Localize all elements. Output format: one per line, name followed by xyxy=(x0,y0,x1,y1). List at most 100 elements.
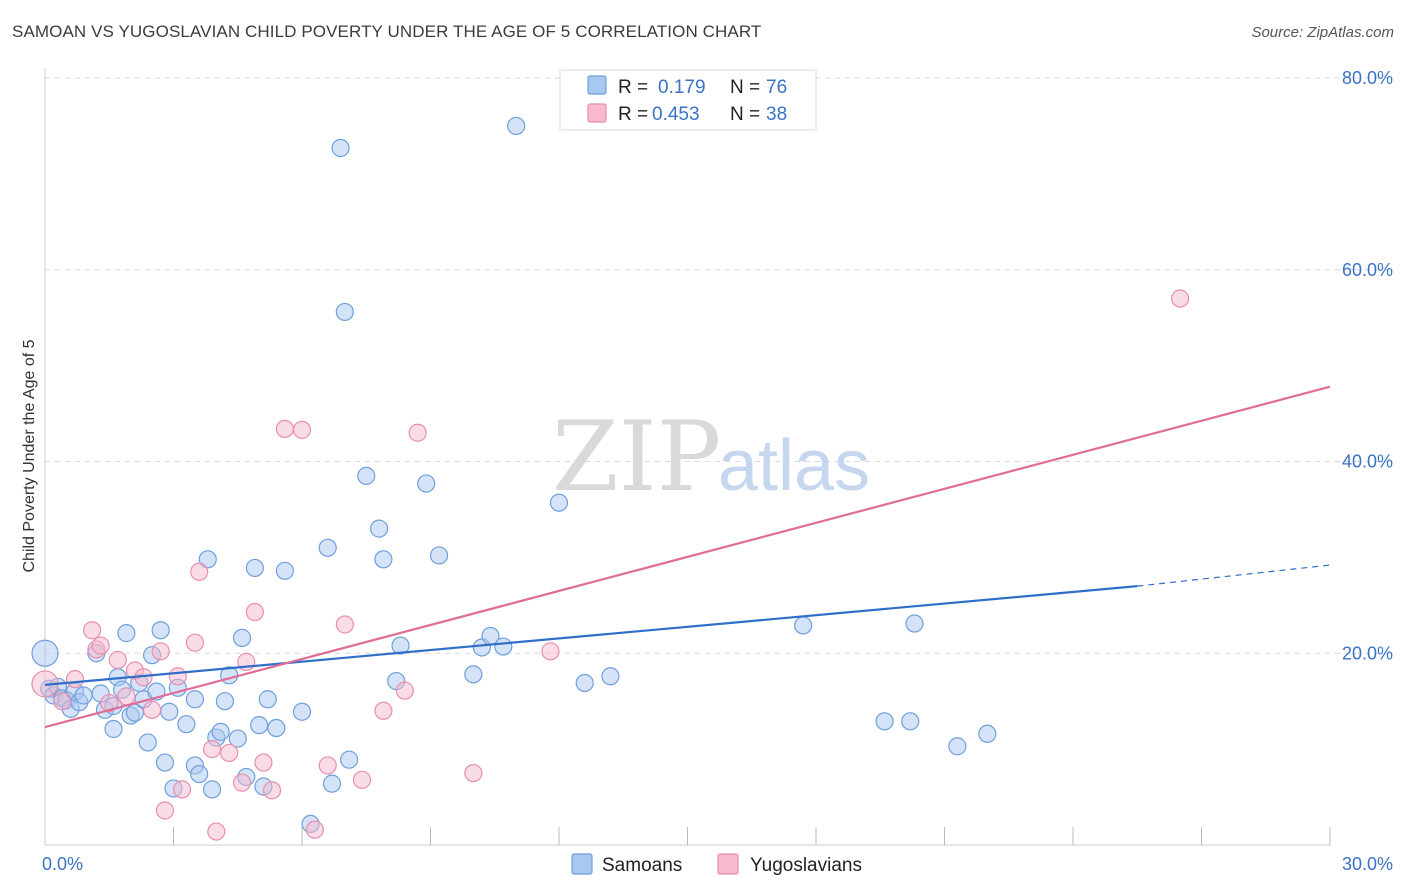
source-label: Source: ZipAtlas.com xyxy=(1251,24,1394,41)
samoan-point-25 xyxy=(151,621,170,640)
yugoslavian-point-23 xyxy=(245,602,264,622)
y-tick-label-60: 60.0% xyxy=(1342,260,1393,280)
yugoslavian-point-21 xyxy=(232,773,252,792)
samoan-point-14 xyxy=(104,719,123,739)
samoan-point-48 xyxy=(275,561,294,580)
yugoslavian-point-27 xyxy=(292,420,312,439)
watermark: ZIP atlas xyxy=(552,401,870,513)
samoan-point-53 xyxy=(331,138,350,158)
yugoslavian-point-1 xyxy=(53,692,72,711)
legend-box: R = 0.179 N = 76 R = 0.453 N = 38 xyxy=(559,69,817,131)
samoan-point-55 xyxy=(340,750,359,769)
samoan-point-44 xyxy=(250,716,269,735)
watermark-zip-text: ZIP xyxy=(552,401,721,513)
legend-n-value-yugoslavians: 38 xyxy=(766,104,787,125)
samoan-point-9 xyxy=(74,686,93,705)
samoan-point-60 xyxy=(391,636,410,655)
yugoslavian-point-36 xyxy=(541,642,560,661)
yugoslavian-point-26 xyxy=(275,419,294,439)
yugoslavian-point-13 xyxy=(155,801,175,820)
samoan-point-32 xyxy=(185,690,205,709)
samoan-point-49 xyxy=(292,702,312,721)
samoan-point-63 xyxy=(464,665,483,684)
bottom-legend-yugoslavians: Yugoslavians xyxy=(750,855,862,876)
samoan-point-69 xyxy=(575,673,594,693)
y-axis-label: Child Poverty Under the Age of 5 xyxy=(21,339,38,572)
legend-swatch-samoans xyxy=(587,75,607,95)
yugoslavian-point-29 xyxy=(318,756,337,775)
samoan-point-70 xyxy=(601,667,620,686)
samoan-point-75 xyxy=(948,737,967,756)
legend-r-value-yugoslavians: 0.453 xyxy=(652,104,700,125)
yugoslavian-point-2 xyxy=(65,670,85,689)
samoan-point-37 xyxy=(211,722,230,741)
yugoslavian-point-34 xyxy=(408,423,427,442)
samoan-point-30 xyxy=(177,715,196,734)
samoan-point-35 xyxy=(202,780,222,799)
yugoslavian-point-7 xyxy=(108,650,127,670)
yugoslavians-trend-line xyxy=(44,385,1331,729)
samoan-point-22 xyxy=(138,733,157,752)
samoan-point-33 xyxy=(190,764,209,784)
yugoslavian-point-12 xyxy=(151,642,170,661)
legend-r-label-yugoslavians: R = xyxy=(618,104,648,125)
legend-n-label-yugoslavians: N = xyxy=(730,104,760,125)
bottom-legend-swatch-samoans xyxy=(571,853,593,875)
legend-n-label-samoans: N = xyxy=(730,77,760,98)
legend-swatch-yugoslavians xyxy=(587,103,607,123)
samoan-point-27 xyxy=(160,702,179,721)
y-tick-label-40: 40.0% xyxy=(1342,452,1393,472)
samoan-point-52 xyxy=(322,774,342,793)
yugoslavian-point-5 xyxy=(91,636,110,655)
trend-lines xyxy=(44,385,1331,729)
samoan-point-41 xyxy=(232,628,252,648)
yugoslavian-point-31 xyxy=(352,770,372,789)
samoan-point-66 xyxy=(494,637,513,656)
watermark-atlas-text: atlas xyxy=(718,426,870,506)
yugoslavian-point-16 xyxy=(185,633,205,652)
samoan-point-43 xyxy=(245,558,264,578)
bottom-legend: Samoans Yugoslavians xyxy=(571,853,862,876)
yugoslavian-point-33 xyxy=(395,681,414,700)
yugoslavian-point-24 xyxy=(254,753,273,772)
samoan-point-47 xyxy=(267,718,286,738)
samoan-point-0 xyxy=(31,639,59,667)
yugoslavian-point-19 xyxy=(207,822,226,841)
y-tick-label-80: 80.0% xyxy=(1342,68,1393,88)
samoan-point-73 xyxy=(901,712,920,731)
legend-r-value-samoans: 0.179 xyxy=(658,77,706,98)
samoan-point-38 xyxy=(215,692,234,711)
samoan-point-46 xyxy=(258,690,277,709)
samoan-point-57 xyxy=(370,519,389,538)
yugoslavian-point-32 xyxy=(374,701,393,720)
samoan-point-40 xyxy=(228,729,247,748)
x-tick-label-max: 30.0% xyxy=(1342,854,1393,874)
samoan-point-51 xyxy=(318,538,337,557)
yugoslavian-point-37 xyxy=(1170,289,1190,308)
samoan-point-67 xyxy=(507,116,526,136)
yugoslavian-point-17 xyxy=(190,562,209,581)
samoan-point-34 xyxy=(198,550,217,569)
samoan-point-76 xyxy=(978,724,997,743)
yugoslavian-point-15 xyxy=(172,780,192,799)
yugoslavian-point-35 xyxy=(464,763,483,783)
samoan-point-72 xyxy=(875,712,894,731)
legend-r-label-samoans: R = xyxy=(618,77,648,98)
samoan-point-74 xyxy=(905,614,924,633)
samoan-point-56 xyxy=(357,466,376,485)
yugoslavian-point-8 xyxy=(117,687,136,706)
bottom-legend-samoans: Samoans xyxy=(602,855,682,876)
yugoslavian-point-20 xyxy=(220,743,239,763)
samoan-point-62 xyxy=(429,546,449,565)
samoan-point-17 xyxy=(117,624,136,643)
yugoslavian-point-25 xyxy=(262,781,282,800)
yugoslavian-point-14 xyxy=(168,667,187,686)
samoan-point-71 xyxy=(794,616,813,635)
yugoslavian-point-11 xyxy=(142,700,162,719)
legend-n-value-samoans: 76 xyxy=(766,77,787,98)
samoan-point-26 xyxy=(155,753,175,772)
samoan-point-61 xyxy=(417,474,436,493)
samoan-point-54 xyxy=(335,302,354,322)
samoan-point-68 xyxy=(549,493,569,512)
chart-title: SAMOAN VS YUGOSLAVIAN CHILD POVERTY UNDE… xyxy=(12,22,762,41)
